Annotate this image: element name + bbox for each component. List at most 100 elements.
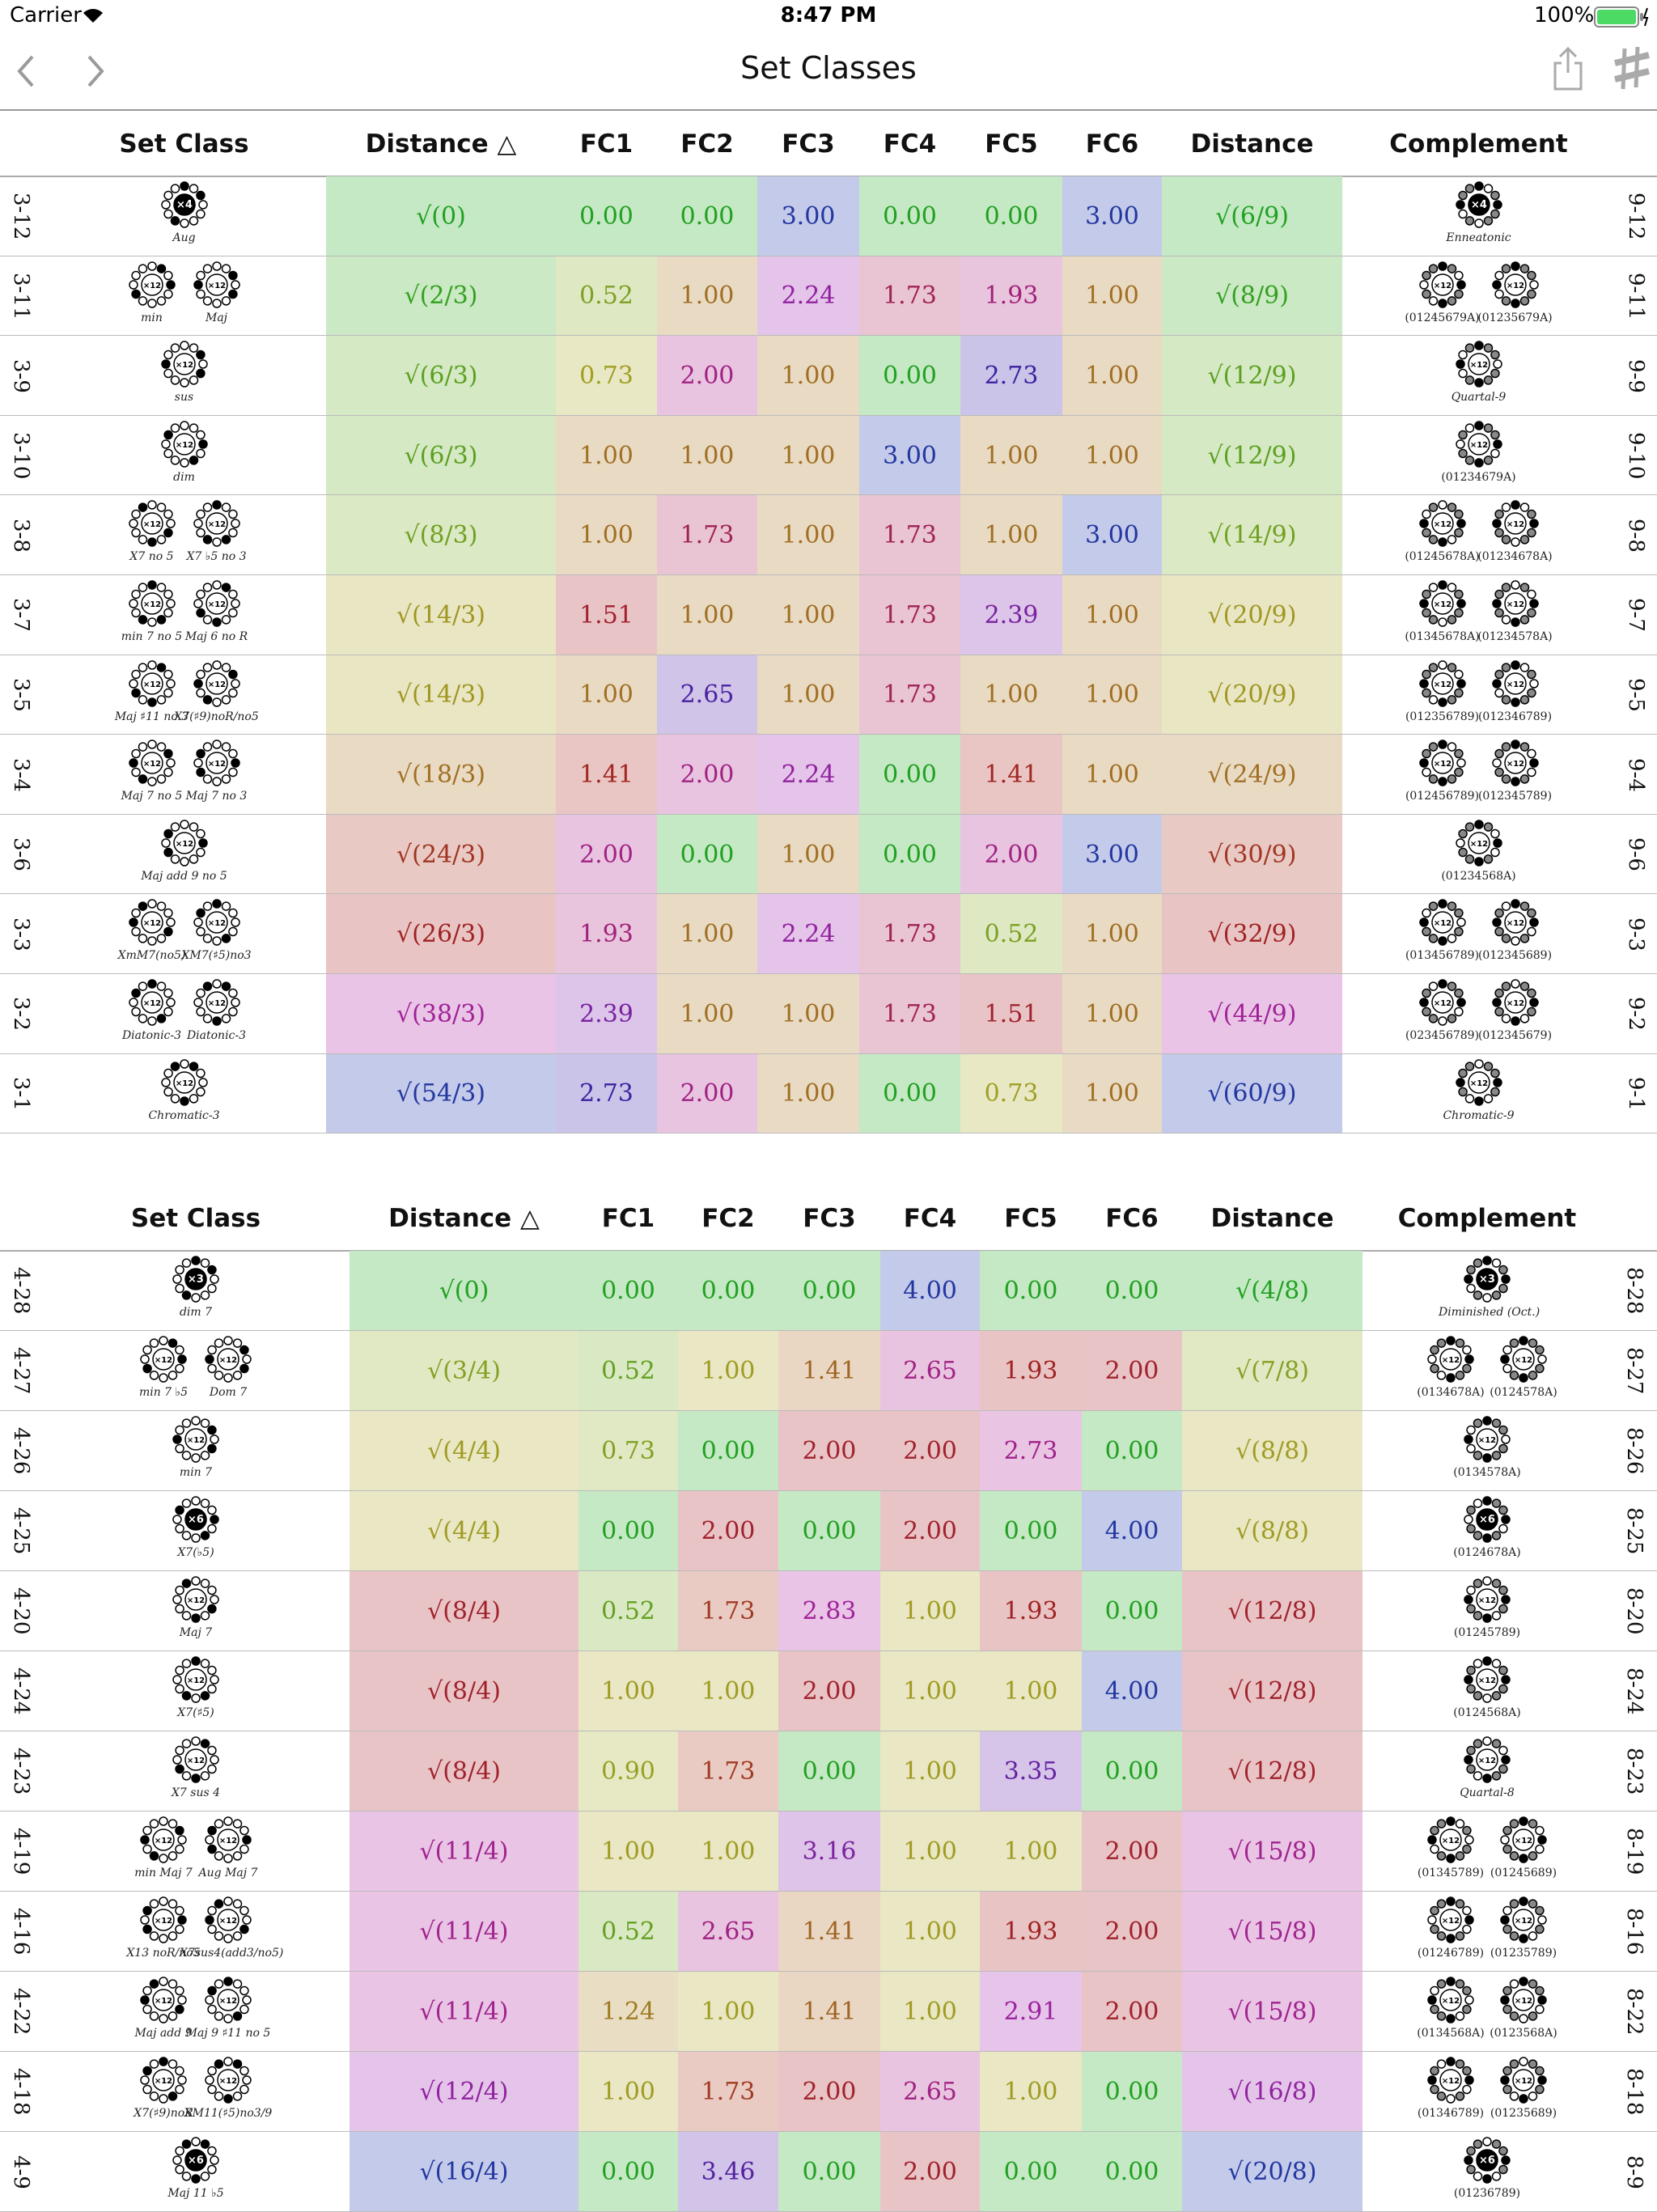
pitch-dot: [202, 694, 212, 705]
pitch-dot: [163, 847, 173, 858]
pitch-dot: [170, 423, 180, 433]
row-name: 4-23: [9, 1748, 33, 1795]
row-name: 3-8: [9, 518, 33, 553]
fc-cell: 0.00: [678, 1251, 778, 1331]
pitch-dot: [175, 2004, 184, 2015]
fc-cell: 1.00: [880, 1892, 980, 1972]
chord-label: Aug Maj 7: [198, 1867, 258, 1879]
pitch-dot: [1498, 1283, 1508, 1294]
pitch-clock-icon: ×12: [1418, 500, 1466, 548]
pitch-dot: [195, 748, 206, 759]
pitch-dot: [163, 688, 173, 697]
pitch-dot: [193, 758, 203, 768]
row-divider: [0, 893, 1657, 895]
icon-symbol: ×6: [188, 2155, 204, 2167]
pitch-dot: [159, 1896, 168, 1906]
pitch-dot: [146, 500, 157, 511]
icon-center: [184, 1268, 207, 1290]
pitch-dot: [1466, 1523, 1476, 1534]
pitch-dot: [163, 927, 173, 937]
chord-label: dim: [173, 470, 195, 484]
fc-cell: 2.73: [980, 1411, 1082, 1491]
pitch-dot: [175, 1523, 184, 1534]
icon-symbol: ×12: [207, 680, 225, 689]
fc-cell: 1.00: [880, 1972, 980, 2052]
pitch-dot: [202, 742, 212, 752]
nav-arrows[interactable]: [15, 53, 112, 91]
pitch-dot: [1418, 758, 1429, 768]
sharp-button[interactable]: [1612, 45, 1652, 92]
pitch-dot: [230, 998, 240, 1007]
pitch-dot: [181, 1771, 192, 1781]
pitch-dot: [221, 662, 231, 672]
pitch-dot: [1421, 909, 1431, 918]
pitch-dot: [1453, 589, 1464, 600]
icon-center: [172, 433, 196, 456]
pitch-dot: [1437, 777, 1447, 786]
pitch-dot: [146, 777, 157, 786]
distance-cell: √(14/3): [326, 575, 556, 655]
pitch-dot: [1455, 200, 1465, 210]
pitch-dot: [175, 1443, 184, 1454]
row-name: 3-4: [9, 757, 33, 792]
pitch-dot: [1428, 934, 1438, 944]
pitch-dot: [1491, 1451, 1502, 1460]
pitch-clock-icon: ×6: [1464, 2137, 1511, 2184]
pitch-clock-icon: ×12: [160, 820, 208, 867]
pitch-dot: [160, 439, 171, 449]
pitch-dot: [1501, 263, 1511, 273]
icon-center: [1503, 273, 1527, 296]
icon-center: [184, 1668, 207, 1691]
pitch-dot: [1491, 1258, 1502, 1268]
pitch-dot: [140, 1835, 150, 1845]
pitch-dot: [1526, 608, 1536, 618]
icon-symbol: ×12: [1469, 441, 1487, 450]
pitch-dot: [1498, 1745, 1508, 1756]
pitch-dot: [207, 1924, 217, 1934]
pitch-dot: [1446, 1854, 1456, 1863]
pitch-dot: [1446, 1896, 1456, 1906]
pitch-dot: [1436, 1851, 1447, 1861]
complement-distance-cell: √(16/8): [1182, 2052, 1362, 2132]
chord-label: (0123568A): [1490, 2027, 1557, 2040]
pitch-dot: [146, 979, 157, 989]
pitch-clock-icon: ×12: [160, 341, 208, 388]
pitch-dot: [1526, 510, 1536, 519]
share-button[interactable]: [1552, 45, 1584, 92]
pitch-dot: [1501, 295, 1511, 306]
fc-cell: 1.93: [556, 894, 657, 974]
pitch-dot: [202, 662, 212, 672]
row-name: 3-9: [9, 358, 33, 393]
pitch-clock-icon: ×12: [1500, 2057, 1547, 2104]
icon-center: [1512, 1829, 1535, 1851]
pitch-dot: [195, 430, 206, 440]
pitch-dot: [1418, 519, 1429, 529]
chord-label: X7(♯9)noR/no5: [174, 710, 259, 723]
pitch-dot: [1421, 1006, 1431, 1017]
row-name: 9-10: [1624, 431, 1648, 480]
pitch-dot: [159, 2014, 168, 2023]
icon-symbol: ×12: [1442, 1837, 1460, 1845]
pitch-dot: [189, 423, 198, 433]
pitch-dot: [1462, 2084, 1472, 2095]
pitch-dot: [1473, 1058, 1484, 1069]
pitch-dot: [211, 617, 222, 627]
pitch-dot: [202, 934, 212, 944]
pitch-dot: [1457, 190, 1468, 201]
pitch-dot: [1482, 2174, 1492, 2184]
pitch-clock-icon: ×12: [1427, 1816, 1474, 1863]
chord-label: X7sus4(add3/no5): [180, 1947, 284, 1960]
pitch-dot: [191, 1416, 201, 1426]
complement-distance-cell: √(12/9): [1162, 415, 1342, 496]
fc-cell: 4.00: [880, 1251, 980, 1331]
complement-distance-cell: √(8/8): [1182, 1491, 1362, 1571]
row-divider: [0, 2131, 1657, 2132]
fc-cell: 2.00: [1082, 1892, 1182, 1972]
pitch-clock-icon: ×12: [160, 1058, 208, 1106]
carrier: Carrier: [10, 3, 82, 28]
pitch-dot: [1473, 1771, 1483, 1781]
pitch-dot: [1502, 1844, 1512, 1854]
distance-cell: √(26/3): [326, 894, 556, 974]
pitch-dot: [172, 1755, 182, 1765]
pitch-dot: [1464, 1274, 1473, 1284]
